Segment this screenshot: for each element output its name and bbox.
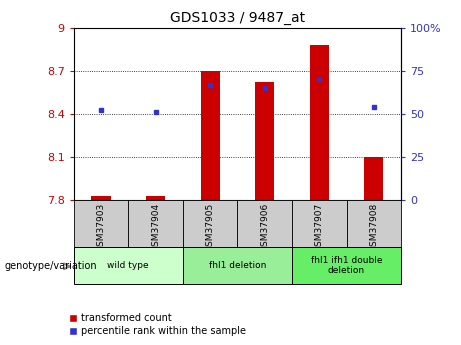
Text: wild type: wild type [107, 261, 149, 270]
FancyBboxPatch shape [347, 200, 401, 247]
Bar [364, 157, 384, 200]
FancyBboxPatch shape [74, 247, 183, 284]
FancyBboxPatch shape [292, 247, 401, 284]
FancyBboxPatch shape [183, 247, 292, 284]
Text: GSM37908: GSM37908 [369, 203, 378, 252]
Text: GSM37904: GSM37904 [151, 203, 160, 252]
Text: genotype/variation: genotype/variation [5, 262, 97, 271]
Text: GSM37906: GSM37906 [260, 203, 269, 252]
Bar [201, 71, 220, 200]
FancyBboxPatch shape [183, 200, 237, 247]
Text: fhl1 deletion: fhl1 deletion [209, 261, 266, 270]
Text: GSM37907: GSM37907 [315, 203, 324, 252]
Text: GSM37903: GSM37903 [96, 203, 106, 252]
Bar [255, 82, 274, 200]
FancyBboxPatch shape [292, 200, 347, 247]
Text: fhl1 ifh1 double
deletion: fhl1 ifh1 double deletion [311, 256, 382, 275]
FancyBboxPatch shape [237, 200, 292, 247]
Legend: transformed count, percentile rank within the sample: transformed count, percentile rank withi… [65, 309, 250, 340]
Bar [310, 45, 329, 200]
Bar [146, 196, 165, 200]
Text: GSM37905: GSM37905 [206, 203, 215, 252]
Title: GDS1033 / 9487_at: GDS1033 / 9487_at [170, 11, 305, 25]
FancyBboxPatch shape [74, 200, 128, 247]
FancyBboxPatch shape [128, 200, 183, 247]
Bar [91, 196, 111, 200]
